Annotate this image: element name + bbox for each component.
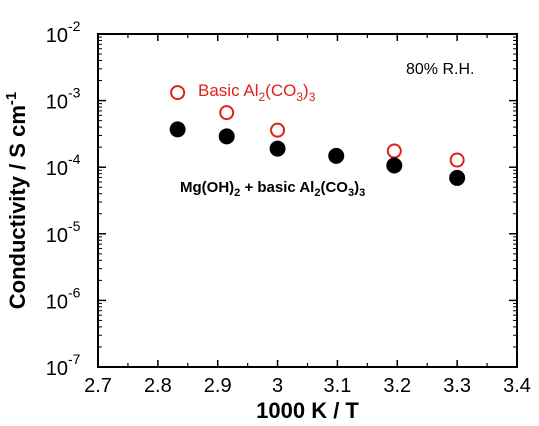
open-circle-point — [270, 122, 286, 138]
y-tick-label: 10 — [46, 158, 68, 180]
open-circle-point — [170, 85, 186, 101]
y-tick-exponent: -7 — [68, 351, 81, 367]
x-axis-ticks: 2.7 2.8 2.9 3 3.1 3.2 3.3 3.4 — [84, 34, 531, 397]
filled-circle-point — [386, 157, 403, 174]
filled-circle-point — [269, 140, 286, 157]
legend-black-text-2: + basic Al — [240, 179, 314, 196]
x-tick-label: 3.2 — [383, 375, 411, 397]
y-tick-exponent: -3 — [68, 85, 81, 101]
y-tick-label: 10 — [46, 92, 68, 114]
x-tick-label: 2.9 — [204, 375, 232, 397]
y-tick-label: 10 — [46, 291, 68, 313]
legend-red-text-1: Basic Al — [198, 81, 258, 100]
y-axis-title-main: Conductivity / S cm — [5, 105, 30, 309]
legend-black-sub-3: 3 — [348, 187, 354, 199]
x-tick-label: 3 — [272, 375, 283, 397]
open-circle-point — [219, 105, 235, 121]
y-tick-label: 10 — [46, 225, 68, 247]
legend-black-text-4: ) — [354, 179, 359, 196]
legend-red-sub-1: 2 — [258, 90, 265, 104]
y-axis-ticks: 10-710-610-510-410-310-2 — [46, 18, 517, 380]
y-tick-label: 10 — [46, 358, 68, 380]
data-points — [169, 85, 466, 186]
y-tick-exponent: -5 — [68, 218, 81, 234]
legend-red-text-2: (CO — [265, 81, 296, 100]
open-circle-point — [386, 143, 402, 159]
legend-red-text-3: ) — [303, 81, 309, 100]
x-tick-label: 3.1 — [324, 375, 352, 397]
open-circle-point — [449, 152, 465, 168]
filled-circle-point — [328, 147, 345, 164]
x-tick-label: 3.3 — [443, 375, 471, 397]
legend-black-text-3: (CO — [320, 179, 348, 196]
filled-circle-point — [449, 169, 466, 186]
legend-red-sub-2: 3 — [296, 90, 303, 104]
y-tick-exponent: -6 — [68, 284, 81, 300]
legend-red-sub-3: 3 — [309, 90, 316, 104]
legend-black-sub-1: 2 — [234, 187, 240, 199]
filled-circle-point — [218, 128, 235, 145]
legend-basic-al2co33-label: Basic Al2(CO3)3 — [198, 81, 316, 104]
humidity-annotation: 80% R.H. — [406, 61, 474, 78]
x-tick-label: 2.8 — [144, 375, 172, 397]
x-axis-title: 1000 K / T — [256, 398, 359, 423]
legend-mgoh2-basic-al2co33-label: Mg(OH)2 + basic Al2(CO3)3 — [180, 179, 365, 199]
legend-black-sub-2: 2 — [314, 187, 320, 199]
x-tick-label: 3.4 — [503, 375, 531, 397]
y-tick-exponent: -2 — [68, 18, 81, 34]
filled-circle-point — [169, 121, 186, 138]
y-tick-label: 10 — [46, 25, 68, 47]
y-axis-title: Conductivity / S cm-1 — [3, 92, 30, 310]
legend-black-sub-4: 3 — [359, 187, 365, 199]
y-axis-title-superscript: -1 — [3, 92, 20, 105]
legend-black-text-1: Mg(OH) — [180, 179, 234, 196]
x-tick-label: 2.7 — [84, 375, 112, 397]
y-tick-exponent: -4 — [68, 151, 81, 167]
